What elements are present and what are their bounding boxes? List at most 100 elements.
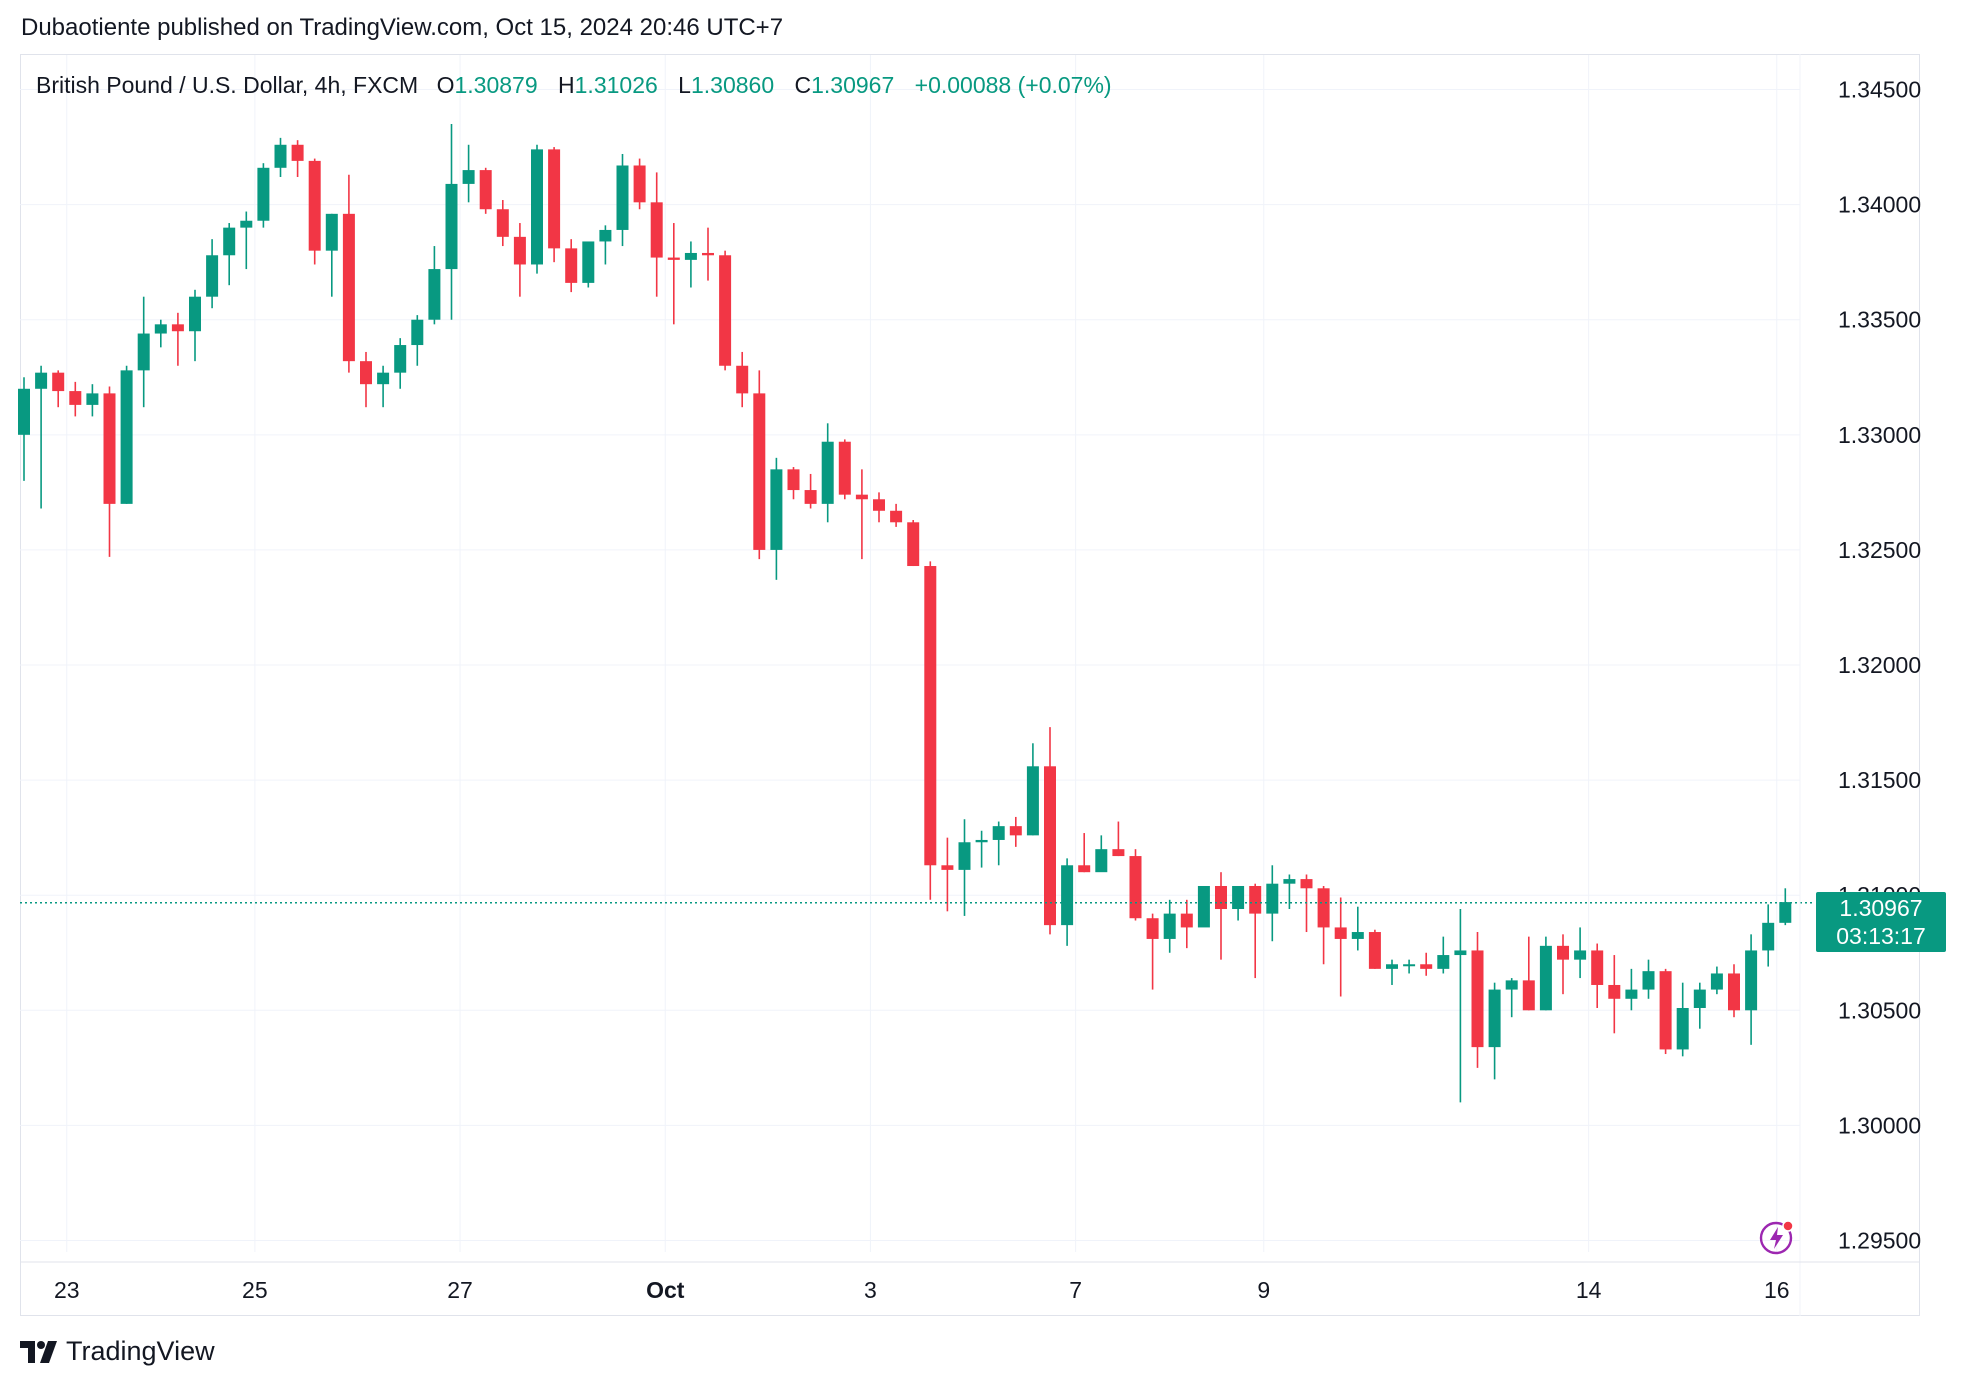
price-tick-label: 1.34500 bbox=[1838, 77, 1921, 103]
published-caption: Dubaotiente published on TradingView.com… bbox=[21, 14, 784, 41]
candle bbox=[1351, 906, 1364, 951]
candle-body bbox=[120, 370, 133, 504]
candle bbox=[1112, 821, 1125, 857]
candle bbox=[924, 561, 937, 900]
time-tick-label: 3 bbox=[864, 1277, 877, 1303]
candle-body bbox=[1095, 849, 1108, 873]
candle-body bbox=[770, 469, 783, 550]
candle bbox=[1061, 858, 1074, 946]
legend-open-key: O bbox=[436, 72, 455, 98]
candle-body bbox=[599, 229, 612, 242]
candle-body bbox=[1471, 950, 1484, 1048]
candle bbox=[1197, 885, 1210, 928]
candle bbox=[18, 377, 30, 481]
candle-body bbox=[958, 842, 971, 870]
candle bbox=[479, 167, 492, 214]
footer-brand[interactable]: TradingView bbox=[20, 1336, 215, 1367]
candle bbox=[1642, 959, 1655, 999]
candle-body bbox=[1351, 932, 1364, 939]
candle bbox=[513, 223, 526, 297]
legend-open-value: 1.30879 bbox=[454, 72, 538, 98]
price-axis[interactable]: 1.34500 1.34000 1.33500 1.33000 1.32500 1.320… bbox=[1799, 54, 1921, 1316]
candle bbox=[958, 819, 971, 916]
candle-body bbox=[890, 510, 903, 523]
bolt-icon[interactable] bbox=[1758, 1218, 1796, 1256]
candle bbox=[1095, 835, 1108, 873]
candle-body bbox=[684, 252, 697, 260]
time-tick-label: 25 bbox=[242, 1277, 268, 1303]
candle bbox=[599, 225, 612, 265]
last-price-tag: 1.30967 03:13:17 bbox=[1816, 892, 1946, 952]
candle bbox=[35, 365, 48, 509]
candle-body bbox=[1608, 984, 1621, 999]
candle bbox=[1762, 904, 1775, 967]
candle-body bbox=[1061, 865, 1074, 926]
time-axis[interactable]: 23 25 27 Oct 3 7 9 14 16 bbox=[20, 1261, 1920, 1303]
candle-body bbox=[1078, 865, 1091, 873]
candle bbox=[1368, 929, 1381, 969]
candle-body bbox=[1146, 918, 1159, 939]
candle-body bbox=[1044, 766, 1056, 926]
candle bbox=[1710, 966, 1723, 995]
candle-body bbox=[787, 469, 800, 491]
price-tick-label: 1.30500 bbox=[1838, 997, 1921, 1023]
candle-body bbox=[274, 144, 287, 168]
candle bbox=[736, 351, 749, 408]
candle bbox=[1009, 816, 1022, 847]
candle-body bbox=[411, 319, 424, 346]
candle bbox=[1471, 932, 1484, 1068]
candle-body bbox=[69, 391, 82, 405]
candle-body bbox=[1488, 989, 1501, 1048]
candle bbox=[992, 821, 1005, 866]
candle-body bbox=[1659, 971, 1672, 1050]
tradingview-wordmark: TradingView bbox=[66, 1336, 215, 1366]
candle bbox=[719, 250, 732, 371]
candle bbox=[411, 315, 424, 366]
candle bbox=[667, 223, 680, 325]
candle-body bbox=[702, 252, 714, 256]
candle-body bbox=[975, 839, 988, 843]
candle-body bbox=[873, 499, 885, 511]
candle-body bbox=[428, 269, 441, 320]
candle-body bbox=[496, 209, 509, 237]
candle-body bbox=[206, 255, 219, 297]
candle bbox=[360, 351, 372, 408]
candle bbox=[1539, 936, 1552, 1011]
candle-body bbox=[360, 361, 372, 385]
candle bbox=[1266, 865, 1279, 942]
chart-frame[interactable] bbox=[20, 54, 1920, 1316]
legend-close-key: C bbox=[794, 72, 812, 98]
candle bbox=[582, 241, 595, 288]
candle-body bbox=[1676, 1007, 1689, 1050]
tradingview-logo-icon bbox=[20, 1340, 57, 1363]
candle-body bbox=[1334, 927, 1347, 939]
candle-body bbox=[1591, 950, 1604, 985]
legend-low-key: L bbox=[678, 72, 691, 98]
price-tick-label: 1.33000 bbox=[1838, 422, 1921, 448]
candle-body bbox=[1386, 964, 1398, 969]
candle-body bbox=[855, 494, 868, 500]
legend-symbol-title[interactable]: British Pound / U.S. Dollar, 4h, FXCM bbox=[36, 72, 419, 98]
candle bbox=[565, 239, 578, 293]
candle bbox=[1693, 982, 1706, 1029]
candle-body bbox=[1317, 888, 1330, 928]
candle bbox=[650, 172, 663, 297]
price-tick-label: 1.30000 bbox=[1838, 1112, 1921, 1138]
price-tick-label: 1.31500 bbox=[1838, 767, 1921, 793]
candle-body bbox=[736, 365, 749, 394]
time-tick-label: 23 bbox=[54, 1277, 80, 1303]
candle bbox=[1283, 874, 1296, 910]
candle-body bbox=[838, 441, 851, 495]
legend-high-value: 1.31026 bbox=[574, 72, 658, 98]
candle bbox=[838, 439, 851, 500]
candle bbox=[1591, 943, 1604, 1008]
candle bbox=[633, 158, 646, 210]
candle-body bbox=[86, 393, 99, 405]
candle-body bbox=[103, 393, 116, 504]
candle-body bbox=[1710, 973, 1723, 990]
candle-body bbox=[565, 248, 578, 283]
candle bbox=[1488, 982, 1501, 1080]
candle-body bbox=[171, 324, 184, 332]
candle bbox=[1026, 743, 1039, 836]
